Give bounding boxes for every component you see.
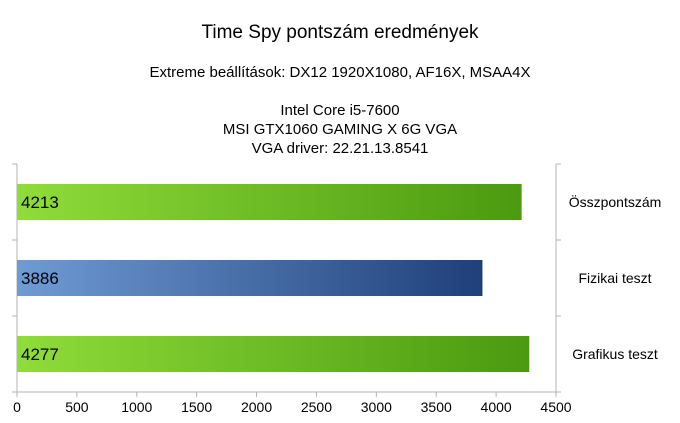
category-label: Fizikai teszt xyxy=(578,270,651,286)
bar-3 xyxy=(17,336,530,372)
category-label: Összpontszám xyxy=(569,193,662,210)
system-line-driver: VGA driver: 22.21.13.8541 xyxy=(251,140,429,157)
bar-1 xyxy=(17,184,522,220)
x-tick-label: 2000 xyxy=(241,399,272,415)
x-tick-label: 500 xyxy=(65,399,89,415)
system-line-cpu: Intel Core i5-7600 xyxy=(280,102,400,119)
bar-2 xyxy=(17,260,483,296)
chart-subtitle: Extreme beállítások: DX12 1920X1080, AF1… xyxy=(149,64,531,81)
x-tick-label: 4500 xyxy=(540,399,571,415)
x-tick-label: 3000 xyxy=(361,399,392,415)
system-line-gpu: MSI GTX1060 GAMING X 6G VGA xyxy=(222,121,458,138)
x-tick-label: 0 xyxy=(13,399,21,415)
x-tick-label: 4000 xyxy=(481,399,512,415)
chart-title: Time Spy pontszám eredmények xyxy=(201,22,479,43)
bar-value-label: 3886 xyxy=(21,269,59,288)
bar-value-label: 4277 xyxy=(21,345,59,364)
x-tick-label: 2500 xyxy=(301,399,332,415)
bar-value-label: 4213 xyxy=(21,193,59,212)
x-tick-label: 1500 xyxy=(181,399,212,415)
x-tick-label: 3500 xyxy=(421,399,452,415)
x-tick-label: 1000 xyxy=(121,399,152,415)
category-label: Grafikus teszt xyxy=(572,346,658,362)
